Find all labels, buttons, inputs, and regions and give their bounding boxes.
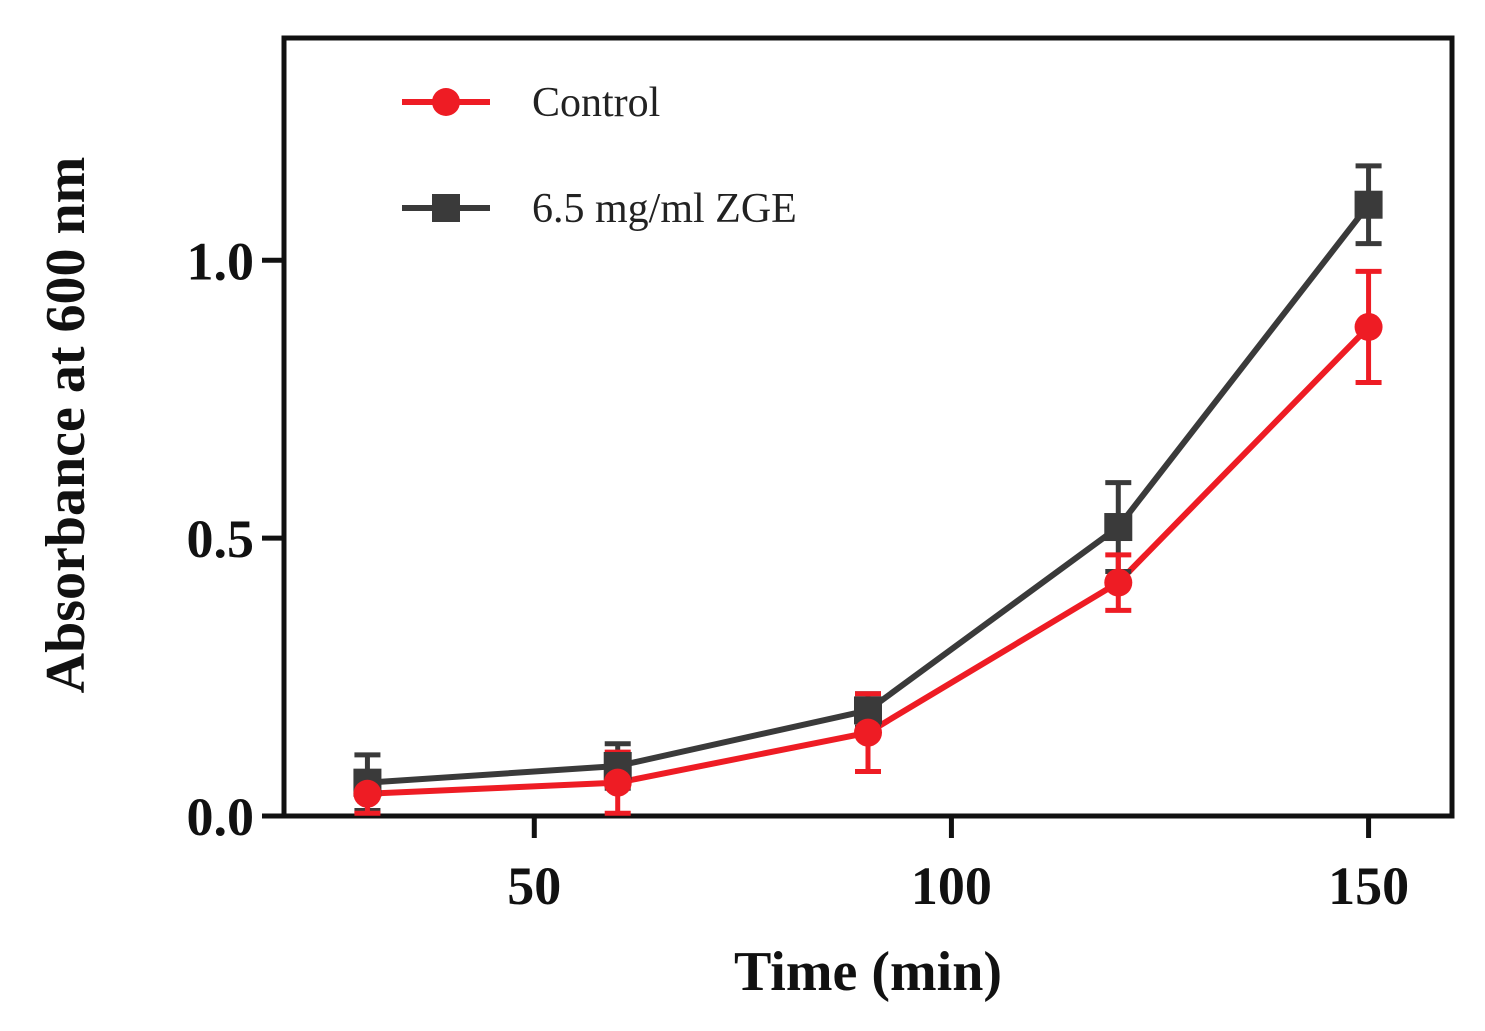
x-tick-label: 150 <box>1328 856 1409 916</box>
y-tick-label: 0.0 <box>187 787 255 847</box>
y-tick-label: 1.0 <box>187 231 255 291</box>
y-tick-label: 0.5 <box>187 509 255 569</box>
data-point-control <box>1104 568 1133 597</box>
series-layer <box>353 163 1383 816</box>
data-point-control <box>1354 312 1383 341</box>
plot-frame <box>281 35 1455 819</box>
data-point-zge <box>1104 513 1133 542</box>
legend-marker-control <box>432 88 460 116</box>
axis-ticks: 50 100 150 0.0 0.5 1.0 <box>187 231 1410 916</box>
data-point-zge <box>1354 190 1383 219</box>
x-tick-label: 100 <box>911 856 992 916</box>
data-point-control <box>603 768 632 797</box>
x-axis-label: Time (min) <box>734 941 1002 1003</box>
legend-label-control: Control <box>532 80 660 126</box>
legend-label-zge: 6.5 mg/ml ZGE <box>532 186 797 232</box>
legend: Control 6.5 mg/ml ZGE <box>402 80 797 232</box>
data-point-control <box>854 718 882 747</box>
y-axis-label: Absorbance at 600 nm <box>35 157 97 694</box>
data-point-control <box>353 779 382 808</box>
legend-marker-zge <box>432 194 460 222</box>
x-tick-label: 50 <box>507 856 561 916</box>
